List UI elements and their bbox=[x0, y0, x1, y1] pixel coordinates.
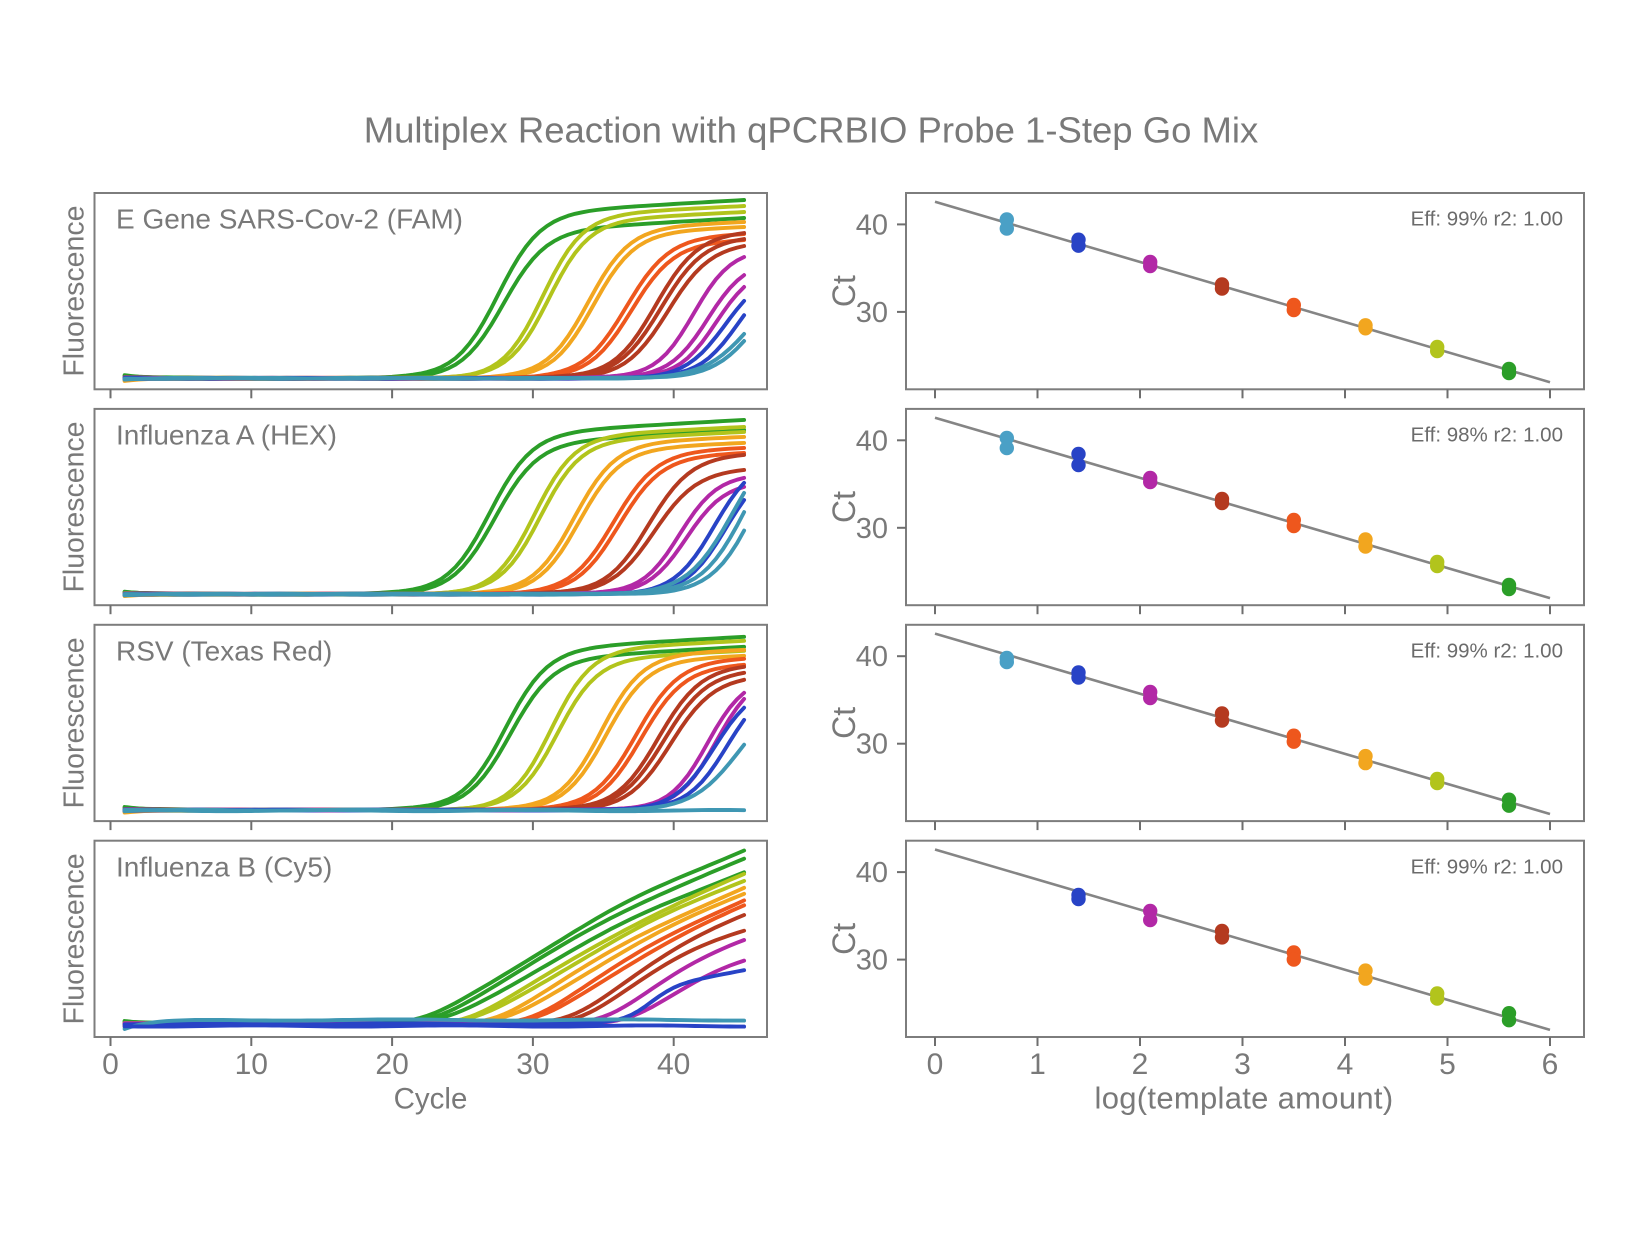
svg-text:2: 2 bbox=[1132, 1048, 1149, 1081]
svg-text:40: 40 bbox=[657, 1048, 690, 1081]
svg-text:Multiplex Reaction with qPCRBI: Multiplex Reaction with qPCRBIO Probe 1-… bbox=[364, 110, 1259, 151]
svg-text:Fluorescence: Fluorescence bbox=[59, 637, 91, 808]
svg-text:Ct: Ct bbox=[826, 491, 862, 523]
svg-text:30: 30 bbox=[856, 513, 888, 545]
svg-text:40: 40 bbox=[856, 641, 888, 673]
svg-text:RSV (Texas Red): RSV (Texas Red) bbox=[116, 636, 332, 667]
svg-text:Influenza B (Cy5): Influenza B (Cy5) bbox=[116, 851, 332, 882]
svg-text:Eff: 98% r2: 1.00: Eff: 98% r2: 1.00 bbox=[1411, 424, 1563, 447]
svg-text:Ct: Ct bbox=[826, 707, 862, 739]
svg-text:Ct: Ct bbox=[826, 923, 862, 955]
svg-text:3: 3 bbox=[1234, 1048, 1251, 1081]
svg-text:Ct: Ct bbox=[826, 275, 862, 307]
svg-text:1: 1 bbox=[1029, 1048, 1046, 1081]
svg-text:5: 5 bbox=[1439, 1048, 1456, 1081]
svg-text:30: 30 bbox=[856, 945, 888, 977]
svg-text:Fluorescence: Fluorescence bbox=[59, 421, 91, 592]
svg-text:30: 30 bbox=[516, 1048, 549, 1081]
svg-text:Eff: 99% r2: 1.00: Eff: 99% r2: 1.00 bbox=[1411, 640, 1563, 663]
svg-text:0: 0 bbox=[927, 1048, 944, 1081]
svg-text:Cycle: Cycle bbox=[394, 1083, 468, 1116]
svg-text:30: 30 bbox=[856, 297, 888, 329]
svg-text:log(template amount): log(template amount) bbox=[1095, 1081, 1394, 1116]
svg-text:Eff: 99% r2: 1.00: Eff: 99% r2: 1.00 bbox=[1411, 855, 1563, 878]
svg-text:0: 0 bbox=[102, 1048, 119, 1081]
svg-text:6: 6 bbox=[1542, 1048, 1559, 1081]
svg-text:10: 10 bbox=[235, 1048, 268, 1081]
svg-text:Influenza A (HEX): Influenza A (HEX) bbox=[116, 420, 337, 451]
svg-text:40: 40 bbox=[856, 857, 888, 889]
svg-text:30: 30 bbox=[856, 729, 888, 761]
svg-text:Fluorescence: Fluorescence bbox=[59, 853, 91, 1024]
svg-text:20: 20 bbox=[375, 1048, 408, 1081]
svg-text:Eff: 99% r2: 1.00: Eff: 99% r2: 1.00 bbox=[1411, 208, 1563, 231]
svg-text:40: 40 bbox=[856, 425, 888, 457]
svg-text:E Gene SARS-Cov-2 (FAM): E Gene SARS-Cov-2 (FAM) bbox=[116, 204, 463, 235]
svg-text:40: 40 bbox=[856, 209, 888, 241]
svg-text:4: 4 bbox=[1337, 1048, 1354, 1081]
svg-text:Fluorescence: Fluorescence bbox=[59, 206, 91, 377]
